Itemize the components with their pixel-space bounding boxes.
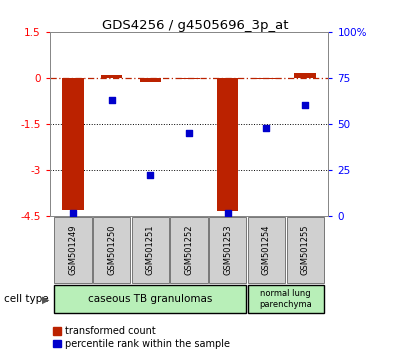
Point [224,210,231,216]
Bar [217,78,238,211]
FancyBboxPatch shape [55,285,246,314]
Text: caseous TB granulomas: caseous TB granulomas [88,294,213,304]
Text: cell type: cell type [4,294,49,304]
FancyBboxPatch shape [209,217,246,282]
FancyBboxPatch shape [55,217,92,282]
Bar [140,78,161,82]
Point [186,130,192,136]
FancyBboxPatch shape [248,285,324,314]
Bar [101,75,122,78]
FancyBboxPatch shape [132,217,169,282]
Point [302,103,308,108]
Text: GSM501253: GSM501253 [223,224,232,275]
Bar [295,73,316,78]
Bar [62,78,84,210]
Text: GSM501254: GSM501254 [262,224,271,275]
Text: GSM501251: GSM501251 [146,224,155,275]
FancyBboxPatch shape [248,217,285,282]
Point [109,97,115,103]
Text: normal lung
parenchyma: normal lung parenchyma [259,290,312,309]
FancyBboxPatch shape [93,217,130,282]
Bar [178,78,200,79]
Text: GSM501249: GSM501249 [68,224,78,275]
FancyBboxPatch shape [287,217,324,282]
Point [147,173,154,178]
Bar [256,78,277,79]
Point [263,125,269,130]
Text: GSM501252: GSM501252 [185,224,193,275]
Text: GDS4256 / g4505696_3p_at: GDS4256 / g4505696_3p_at [102,19,288,33]
FancyBboxPatch shape [170,217,208,282]
Legend: transformed count, percentile rank within the sample: transformed count, percentile rank withi… [53,326,230,349]
Text: GSM501255: GSM501255 [300,224,310,275]
Text: GSM501250: GSM501250 [107,224,116,275]
Point [70,210,76,216]
Text: ▶: ▶ [42,295,49,305]
